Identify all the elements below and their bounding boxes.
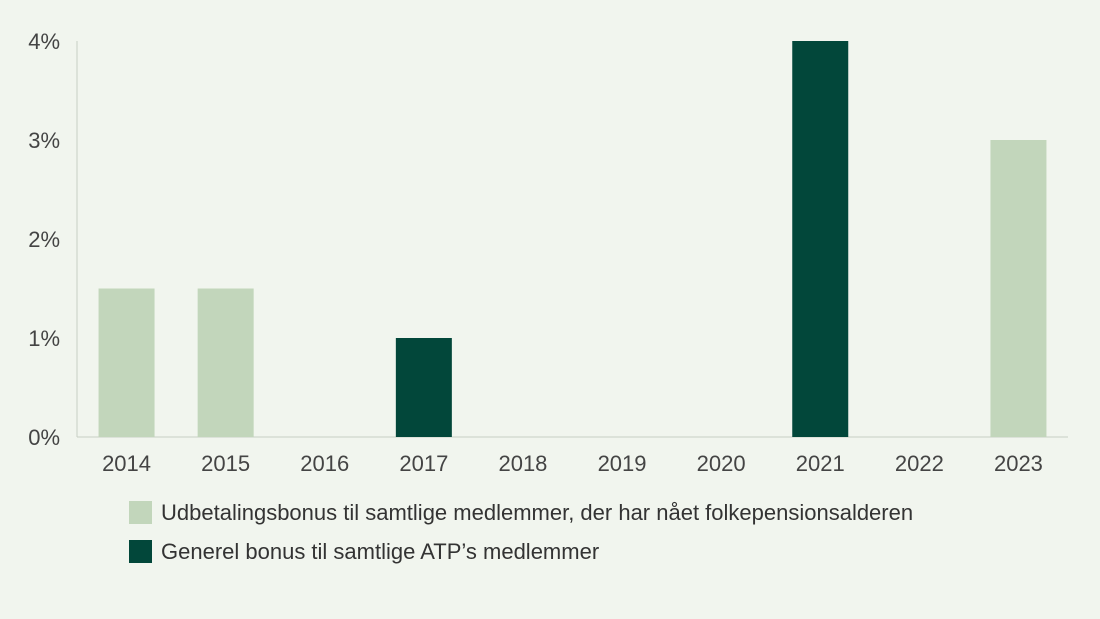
bar-2021-series-2 <box>792 41 849 437</box>
legend-swatch-2 <box>129 540 152 563</box>
y-axis-labels: 0% 1% 2% 3% 4% <box>28 29 60 450</box>
bar-2014-series-1 <box>98 288 155 437</box>
x-tick-label: 2021 <box>796 451 845 476</box>
x-tick-label: 2015 <box>201 451 250 476</box>
bar-2015-series-1 <box>197 288 254 437</box>
y-tick-label: 1% <box>28 326 60 351</box>
x-tick-label: 2014 <box>102 451 151 476</box>
x-tick-label: 2019 <box>598 451 647 476</box>
x-tick-label: 2016 <box>300 451 349 476</box>
y-tick-label: 0% <box>28 425 60 450</box>
y-tick-label: 2% <box>28 227 60 252</box>
bar-2023-series-1 <box>990 140 1047 437</box>
bar-2017-series-2 <box>395 338 452 437</box>
x-axis-labels: 2014 2015 2016 2017 2018 2019 2020 2021 2022 2023 <box>102 451 1043 476</box>
x-tick-label: 2018 <box>498 451 547 476</box>
x-tick-label: 2022 <box>895 451 944 476</box>
y-tick-label: 4% <box>28 29 60 54</box>
x-tick-label: 2017 <box>399 451 448 476</box>
legend-swatch-1 <box>129 501 152 524</box>
y-tick-label: 3% <box>28 128 60 153</box>
legend: Udbetalingsbonus til samtlige medlemmer,… <box>129 500 913 564</box>
x-tick-label: 2023 <box>994 451 1043 476</box>
x-tick-label: 2020 <box>697 451 746 476</box>
legend-label-1: Udbetalingsbonus til samtlige medlemmer,… <box>161 500 913 525</box>
bars <box>98 41 1047 437</box>
legend-label-2: Generel bonus til samtlige ATP’s medlemm… <box>161 539 599 564</box>
